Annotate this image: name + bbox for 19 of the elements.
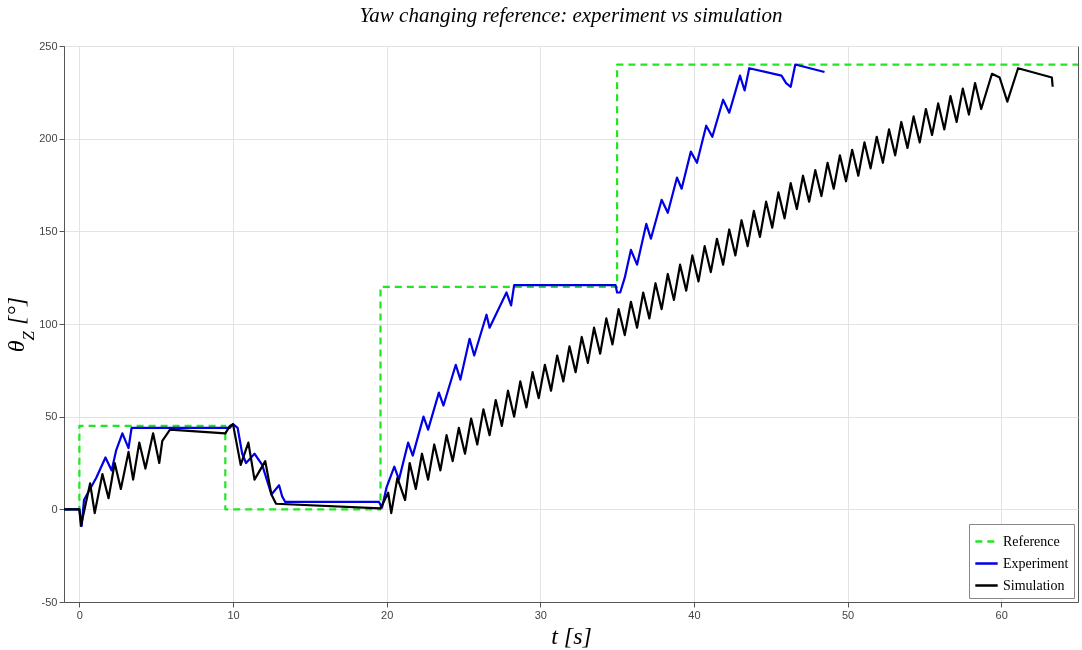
x-tick-label: 10: [227, 608, 240, 621]
y-tick-label: 50: [45, 410, 58, 423]
x-tick-label: 60: [995, 608, 1008, 621]
legend-label: Experiment: [1003, 555, 1069, 571]
y-tick-label: 150: [39, 224, 58, 237]
x-axis-title: t [s]: [551, 622, 592, 649]
x-tick-label: 50: [841, 608, 855, 621]
x-tick-label: 0: [76, 608, 83, 621]
chart-title: Yaw changing reference: experiment vs simulation: [359, 3, 783, 27]
y-tick-label: -50: [41, 595, 58, 608]
x-tick-label: 30: [534, 608, 547, 621]
x-tick-label: 40: [688, 608, 701, 621]
legend-label: Simulation: [1003, 577, 1065, 593]
y-tick-label: 0: [51, 502, 58, 515]
y-tick-label: 250: [39, 39, 58, 52]
y-tick-label: 200: [39, 132, 58, 145]
legend-label: Reference: [1003, 533, 1060, 549]
x-tick-label: 20: [381, 608, 394, 621]
y-tick-label: 100: [39, 317, 58, 330]
